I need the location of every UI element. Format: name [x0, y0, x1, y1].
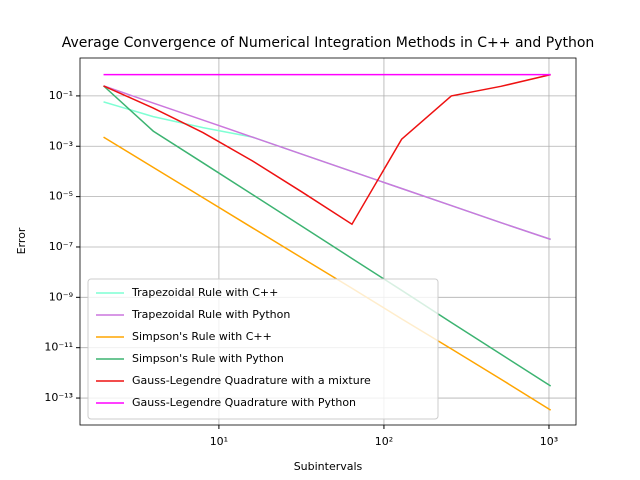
x-tick-label: 10² — [375, 435, 393, 448]
y-axis-label: Error — [15, 227, 28, 254]
y-tick-label: 10⁻¹³ — [44, 391, 73, 404]
x-tick-label: 10³ — [540, 435, 558, 448]
legend-label: Simpson's Rule with C++ — [132, 330, 272, 343]
legend-label: Trapezoidal Rule with Python — [131, 308, 290, 321]
y-tick-label: 10⁻¹ — [49, 89, 73, 102]
series-line — [103, 136, 552, 411]
series-line — [103, 85, 551, 241]
x-axis-label: Subintervals — [294, 460, 363, 473]
y-tick-label: 10⁻⁹ — [49, 290, 73, 303]
legend-box — [87, 278, 439, 420]
series-line — [103, 85, 552, 387]
legend-label: Gauss-Legendre Quadrature with a mixture — [132, 374, 371, 387]
y-tick-label: 10⁻³ — [49, 139, 73, 152]
series-line — [103, 101, 551, 241]
y-tick-label: 10⁻¹¹ — [44, 341, 73, 354]
plot-frame — [79, 57, 577, 426]
x-tick-label: 10¹ — [210, 435, 228, 448]
chart-title: Average Convergence of Numerical Integra… — [62, 35, 595, 51]
legend-label: Gauss-Legendre Quadrature with Python — [132, 396, 356, 409]
legend: Trapezoidal Rule with C++ Trapezoidal Rul… — [87, 278, 439, 420]
y-tick-label: 10⁻⁵ — [49, 190, 73, 203]
y-tick-label: 10⁻⁷ — [49, 240, 73, 253]
legend-label: Simpson's Rule with Python — [132, 352, 284, 365]
series-line — [103, 73, 551, 226]
legend-label: Trapezoidal Rule with C++ — [131, 286, 278, 299]
